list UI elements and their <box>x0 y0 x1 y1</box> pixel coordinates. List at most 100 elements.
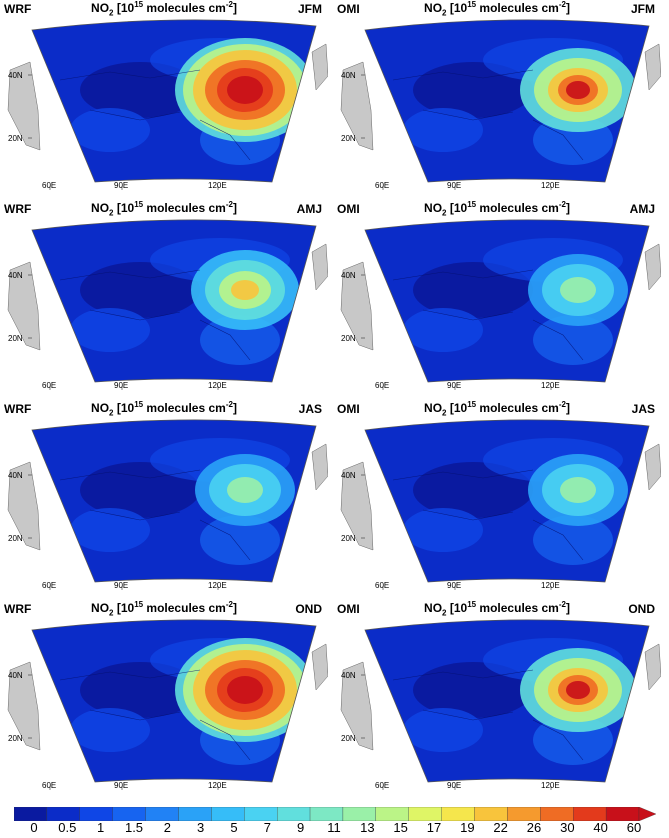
land-outline <box>340 643 661 751</box>
colorbar-svg <box>13 806 657 822</box>
latitude-tick-label: 20N <box>8 334 23 343</box>
colorbar-tick-label: 5 <box>230 820 238 835</box>
domain-boundary <box>364 619 650 783</box>
panel-source-label: OMI <box>337 602 360 616</box>
colorbar-segment <box>540 806 574 822</box>
colorbar-segment <box>309 806 344 822</box>
domain-boundary <box>31 219 317 383</box>
latitude-tick-label: 40N <box>8 271 23 280</box>
colorbar-tick-label: 17 <box>426 820 442 835</box>
colorbar-tick-label: 0 <box>30 820 38 835</box>
domain-boundary <box>31 419 317 583</box>
panel-source-label: OMI <box>337 202 360 216</box>
map-svg <box>340 219 661 390</box>
panel-source-label: WRF <box>4 2 32 16</box>
latitude-tick-label: 40N <box>341 71 356 80</box>
colorbar-segment <box>244 806 278 822</box>
panel-season-label: JAS <box>631 402 655 416</box>
latitude-tick-label: 20N <box>341 734 356 743</box>
latitude-tick-label: 20N <box>341 334 356 343</box>
colorbar-segment <box>211 806 245 822</box>
colorbar-tick-label: 60 <box>626 820 642 835</box>
longitude-tick-label: 90E <box>114 781 129 790</box>
colorbar-segment <box>474 806 508 822</box>
longitude-tick-label: 120E <box>541 181 560 190</box>
panel-variable-title: NO2 [1015 molecules cm-2] <box>424 600 570 618</box>
no2-field <box>365 419 649 582</box>
colorbar-tick-label: 19 <box>460 820 475 835</box>
colorbar-tick-label: 13 <box>360 820 375 835</box>
land-outline <box>7 43 328 151</box>
map-panel-wrf-ond: WRF OND NO2 [1015 molecules cm-2] 40N 20N 60E… <box>0 600 328 795</box>
colorbar-tick-label: 11 <box>327 820 341 835</box>
longitude-tick-label: 120E <box>541 581 560 590</box>
panel-variable-title: NO2 [1015 molecules cm-2] <box>91 0 237 18</box>
panel-variable-title: NO2 [1015 molecules cm-2] <box>91 400 237 418</box>
colorbar-tick-label: 22 <box>493 820 508 835</box>
no2-field <box>32 619 316 782</box>
latitude-tick-label: 20N <box>8 734 23 743</box>
colorbar-segment <box>441 806 475 822</box>
colorbar-segment <box>46 806 80 822</box>
longitude-tick-label: 60E <box>42 581 57 590</box>
panel-variable-title: NO2 [1015 molecules cm-2] <box>424 200 570 218</box>
longitude-tick-label: 60E <box>42 781 57 790</box>
longitude-tick-label: 60E <box>42 181 57 190</box>
colorbar-segment <box>342 806 376 822</box>
colorbar-tick-label: 7 <box>263 820 271 835</box>
map-svg <box>340 419 661 590</box>
no2-field <box>32 19 316 182</box>
map-svg <box>7 19 328 190</box>
longitude-tick-label: 90E <box>114 181 129 190</box>
colorbar-extension-arrow <box>638 806 657 822</box>
longitude-tick-label: 120E <box>541 781 560 790</box>
domain-boundary <box>31 19 317 183</box>
colorbar-tick-labels: 0 0.5 1 1.5 2 3 5 7 9 11 13 15 17 19 22 26 30 40 60 <box>0 820 669 838</box>
map-svg <box>7 419 328 590</box>
longitude-tick-label: 60E <box>375 781 390 790</box>
colorbar-segment <box>375 806 409 822</box>
longitude-tick-label: 90E <box>447 381 462 390</box>
panel-source-label: WRF <box>4 202 32 216</box>
longitude-tick-label: 90E <box>447 781 462 790</box>
map-panel-wrf-amj: WRF AMJ NO2 [1015 molecules cm-2] 40N 20N 60E… <box>0 200 328 395</box>
colorbar-tick-label: 0.5 <box>58 820 77 835</box>
colorbar-segment <box>408 806 442 822</box>
longitude-tick-label: 120E <box>208 781 227 790</box>
colorbar-tick-label: 1.5 <box>124 820 144 835</box>
map-panel-omi-amj: OMI AMJ NO2 [1015 molecules cm-2] 40N 20N 60E… <box>333 200 661 395</box>
map-svg <box>340 619 661 790</box>
land-outline <box>7 243 328 351</box>
panel-source-label: OMI <box>337 2 360 16</box>
panel-season-label: OND <box>628 602 655 616</box>
colorbar-tick-label: 1 <box>97 820 105 835</box>
map-svg <box>7 619 328 790</box>
panel-variable-title: NO2 [1015 molecules cm-2] <box>91 600 237 618</box>
latitude-tick-label: 40N <box>341 671 356 680</box>
land-outline <box>340 243 661 351</box>
colorbar-segment <box>79 806 113 822</box>
latitude-tick-label: 40N <box>8 71 23 80</box>
panel-source-label: WRF <box>4 602 32 616</box>
map-panel-wrf-jas: WRF JAS NO2 [1015 molecules cm-2] 40N 20N 60E… <box>0 400 328 595</box>
colorbar-tick-label: 3 <box>197 820 205 835</box>
panel-season-label: AMJ <box>296 202 322 216</box>
no2-field <box>32 419 316 582</box>
colorbar-tick-label: 15 <box>393 820 408 835</box>
longitude-tick-label: 120E <box>541 381 560 390</box>
longitude-tick-label: 60E <box>375 181 390 190</box>
domain-boundary <box>364 219 650 383</box>
latitude-tick-label: 20N <box>341 134 356 143</box>
panel-season-label: OND <box>295 602 322 616</box>
latitude-tick-label: 40N <box>341 271 356 280</box>
colorbar <box>13 806 657 822</box>
land-outline <box>7 443 328 551</box>
colorbar-tick-label: 40 <box>593 820 608 835</box>
latitude-tick-label: 20N <box>341 534 356 543</box>
map-panel-omi-jfm: OMI JFM NO2 [1015 molecules cm-2] 40N 20N 60E… <box>333 0 661 195</box>
latitude-tick-label: 40N <box>341 471 356 480</box>
panel-variable-title: NO2 [1015 molecules cm-2] <box>91 200 237 218</box>
colorbar-segment <box>178 806 212 822</box>
domain-boundary <box>364 419 650 583</box>
longitude-tick-label: 120E <box>208 381 227 390</box>
